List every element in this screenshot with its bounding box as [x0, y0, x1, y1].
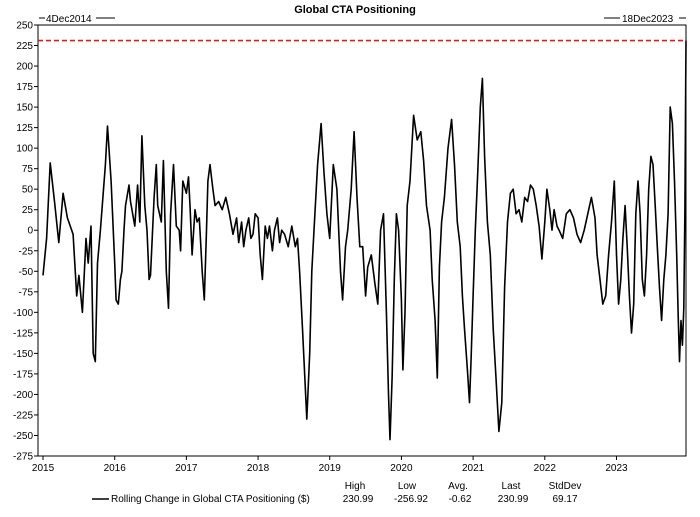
legend: Rolling Change in Global CTA Positioning…	[92, 481, 581, 505]
x-tick-label: 2023	[605, 463, 628, 474]
y-tick-label: 225	[16, 41, 33, 52]
y-tick-label: -125	[13, 328, 33, 339]
stat-value-stddev: 69.17	[552, 494, 577, 505]
y-tick-label: 150	[16, 103, 33, 114]
y-tick-label: 175	[16, 82, 33, 93]
y-tick-label: 25	[22, 205, 34, 216]
stat-header-low: Low	[398, 481, 417, 492]
x-tick-label: 2020	[390, 463, 413, 474]
y-tick-label: 50	[22, 185, 34, 196]
x-tick-label: 2015	[32, 463, 55, 474]
x-tick-label: 2018	[247, 463, 270, 474]
stat-header-avg: Avg.	[448, 481, 468, 492]
x-tick-label: 2021	[462, 463, 485, 474]
x-tick-label: 2016	[104, 463, 127, 474]
stat-value-last: 230.99	[498, 494, 529, 505]
stat-value-low: -256.92	[394, 494, 428, 505]
y-tick-label: -225	[13, 410, 33, 421]
y-tick-label: -25	[19, 246, 34, 257]
y-tick-label: -200	[13, 390, 33, 401]
y-tick-label: -50	[19, 267, 34, 278]
y-tick-label: -75	[19, 287, 34, 298]
stat-header-last: Last	[502, 481, 521, 492]
stat-value-avg: -0.62	[449, 494, 472, 505]
stat-header-stddev: StdDev	[549, 481, 582, 492]
y-axis: 2502252001751501251007550250-25-50-75-10…	[13, 21, 38, 463]
stat-value-high: 230.99	[343, 494, 374, 505]
legend-series-label: Rolling Change in Global CTA Positioning…	[111, 494, 310, 505]
range-end-label: 18Dec2023	[622, 14, 674, 25]
plot-area	[37, 24, 687, 457]
x-axis: 2015 2016 2017 2018 2019 2020 2021 2022 2023	[32, 456, 628, 474]
y-tick-label: -175	[13, 369, 33, 380]
y-tick-label: -250	[13, 431, 33, 442]
range-start-label: 4Dec2014	[46, 14, 92, 25]
series-line	[42, 40, 687, 441]
x-tick-label: 2019	[319, 463, 342, 474]
y-tick-label: 0	[27, 226, 33, 237]
chart-title: Global CTA Positioning	[294, 4, 416, 16]
y-tick-label: -100	[13, 308, 33, 319]
x-tick-label: 2017	[175, 463, 198, 474]
stat-header-high: High	[345, 481, 366, 492]
y-tick-label: -150	[13, 349, 33, 360]
y-tick-label: 200	[16, 62, 33, 73]
x-tick-label: 2022	[534, 463, 557, 474]
y-tick-label: 250	[16, 21, 33, 32]
y-tick-label: -275	[13, 452, 33, 463]
y-tick-label: 100	[16, 144, 33, 155]
y-tick-label: 75	[22, 164, 34, 175]
y-tick-label: 125	[16, 123, 33, 134]
